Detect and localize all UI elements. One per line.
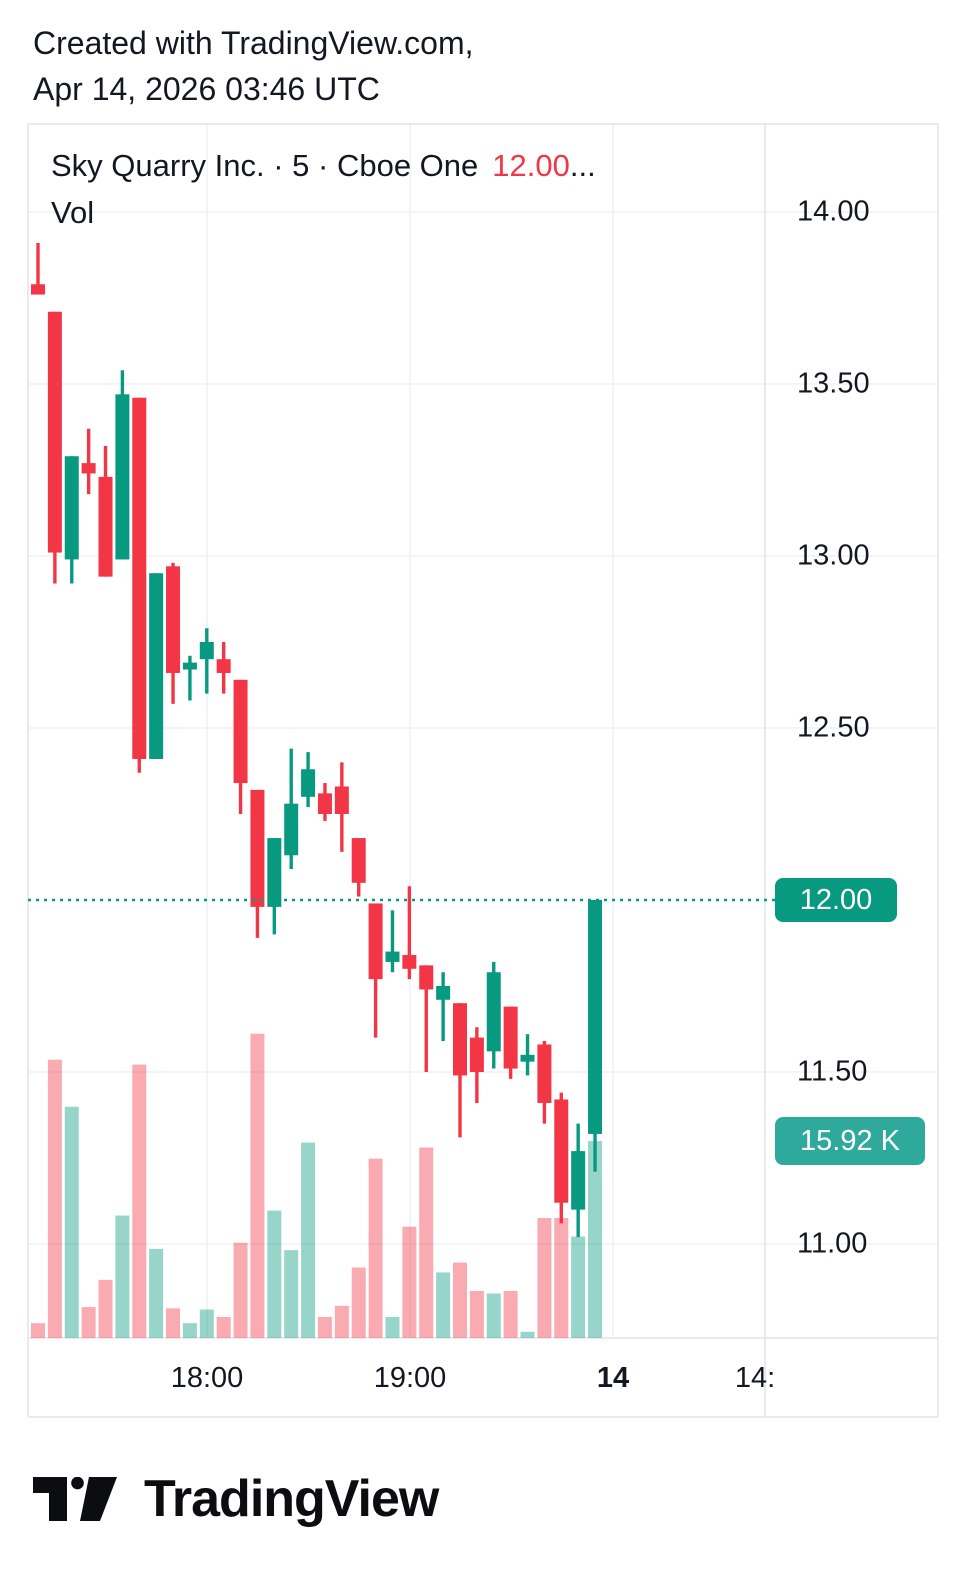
candle-body [115,394,130,560]
volume-bar [81,1307,96,1338]
candle-body [199,642,214,660]
time-axis-label: 14 [596,1362,630,1394]
price-axis-label: 12.50 [797,711,870,744]
candle-body [486,972,501,1052]
candle-body [216,659,231,673]
candle-body [81,463,96,474]
candle-body [149,573,164,759]
tradingview-logo-icon [33,1477,117,1521]
volume-bar [216,1316,231,1338]
price-axis-label: 13.00 [797,539,870,572]
volume-bar [199,1309,214,1338]
tradingview-logo: TradingView [33,1470,439,1529]
header-attribution-line1: Created with TradingView.com, [33,25,474,61]
candle-body [469,1037,484,1072]
candle-body [503,1006,518,1069]
volume-bar [233,1242,248,1338]
legend-ellipsis: ... [569,148,596,183]
candle-body [267,838,282,907]
candle-body [132,397,147,759]
candle-body [64,456,79,560]
price-axis-label: 11.00 [797,1227,868,1260]
time-axis-label: 18:00 [170,1362,244,1394]
volume-bar [166,1308,181,1338]
candle-body [47,311,62,553]
last-price-badge: 12.00 [775,878,897,922]
candle-body [419,965,434,990]
candle-body [250,789,265,907]
candle-body [166,566,181,673]
candle-body [233,679,248,784]
volume-bar [317,1316,332,1338]
time-axis-label: 19:00 [373,1362,447,1394]
volume-bar [250,1033,265,1338]
volume-bar [453,1262,467,1338]
candle-body [334,786,349,814]
volume-bar [64,1106,79,1338]
candle-body [402,955,417,969]
candle-body [98,476,113,577]
volume-bar [588,1141,603,1338]
candle-body [182,662,197,670]
candle-body [554,1099,569,1203]
candle-body [453,1003,467,1076]
candle-body [537,1044,552,1103]
last-volume-badge: 15.92 K [775,1117,925,1165]
candle-body [301,769,316,797]
volume-bar [334,1305,349,1338]
volume-bar [149,1248,164,1338]
volume-bar [486,1293,501,1338]
volume-bar [436,1272,451,1338]
legend-volume-indicator-label: Vol [51,195,95,230]
volume-bar [115,1215,130,1338]
candle-body [436,986,451,1000]
candle-body [317,793,332,814]
candle-body [520,1054,535,1062]
volume-bar [520,1331,535,1338]
volume-bar [351,1267,366,1338]
chart-legend: Sky Quarry Inc. · 5 · Cboe One 12.00... [51,147,596,184]
volume-bar [571,1236,586,1338]
volume-bar [47,1059,62,1338]
price-axis-label: 11.50 [797,1055,868,1088]
volume-bar [267,1210,282,1338]
header-timestamp: Apr 14, 2026 03:46 UTC [33,71,380,107]
volume-bar [182,1323,197,1338]
volume-bar [537,1218,552,1338]
volume-bar [284,1250,299,1338]
candle-body [368,903,383,980]
candle-body [284,803,299,856]
candle-body [588,900,603,1134]
price-axis-label: 13.50 [797,367,870,400]
volume-bar [31,1323,45,1338]
volume-bar [554,1218,569,1338]
time-axis-label: 14: [734,1362,776,1394]
candle-body [31,284,45,295]
volume-bar [469,1290,484,1338]
volume-bar [301,1142,316,1338]
legend-symbol-title: Sky Quarry Inc. · 5 · Cboe One [51,148,479,183]
price-axis-label: 14.00 [797,195,870,228]
volume-bar [419,1147,434,1338]
volume-bar [368,1158,383,1338]
volume-bar [402,1226,417,1338]
candle-body [351,838,366,883]
candle-body [571,1151,586,1210]
volume-bar [503,1290,518,1338]
volume-bar [132,1064,147,1338]
volume-bar [98,1279,113,1338]
candle-body [385,951,400,962]
legend-last-price: 12.00 [492,148,570,183]
volume-bar [385,1316,400,1338]
tradingview-logo-text: TradingView [144,1470,439,1528]
